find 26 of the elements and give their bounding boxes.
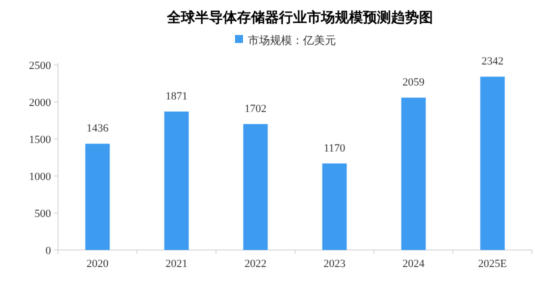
y-tick-label: 2000: [29, 97, 52, 109]
x-tick-label: 2022: [244, 258, 266, 270]
data-label: 1871: [166, 90, 188, 103]
data-label: 1170: [324, 142, 346, 154]
x-tick-label: 2020: [86, 258, 109, 270]
y-tick-label: 1500: [29, 134, 52, 146]
y-tick-label: 500: [34, 208, 52, 220]
x-tick-label: 2024: [402, 258, 425, 270]
y-tick-label: 2500: [29, 60, 52, 72]
bar: [164, 112, 189, 250]
legend-label: 市场规模：亿美元: [248, 34, 336, 47]
data-label: 2342: [482, 56, 504, 68]
chart-title: 全球半导体存储器行业市场规模预测趋势图: [166, 9, 433, 25]
x-tick-label: 2025E: [478, 258, 508, 270]
bar: [243, 124, 268, 250]
x-tick-label: 2021: [166, 258, 188, 270]
bar: [480, 76, 505, 250]
bar: [401, 98, 426, 250]
y-tick-label: 1000: [29, 171, 52, 183]
x-tick-label: 2023: [324, 258, 346, 270]
bar: [85, 144, 110, 250]
data-label: 1436: [86, 122, 109, 135]
data-label: 1702: [244, 103, 266, 116]
y-tick-label: 0: [46, 245, 52, 257]
bar: [322, 163, 347, 250]
data-label: 2059: [402, 76, 425, 89]
